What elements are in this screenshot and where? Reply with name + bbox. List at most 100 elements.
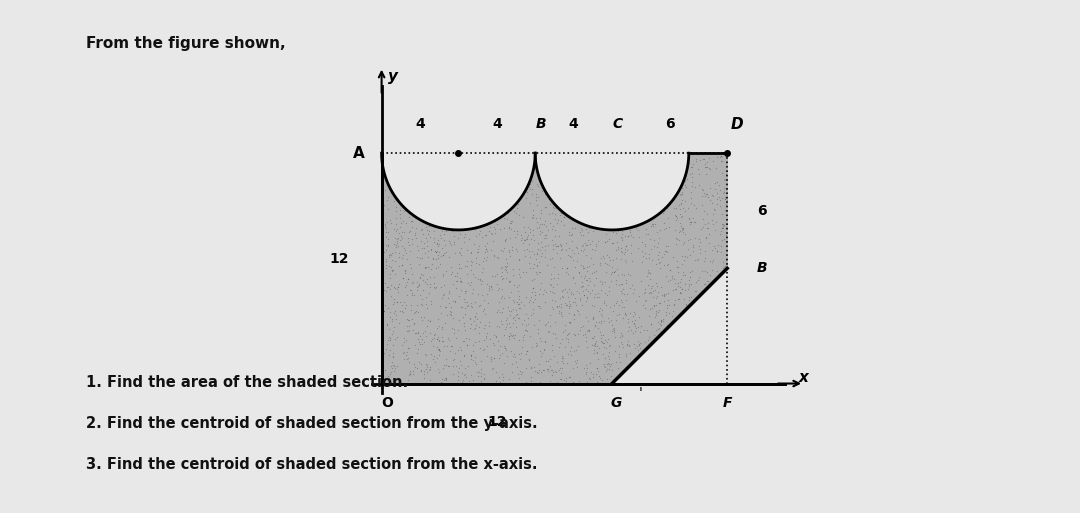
Point <box>394 273 411 282</box>
Point <box>613 289 631 297</box>
Point <box>515 239 532 247</box>
Point <box>532 251 550 260</box>
Point <box>431 351 448 359</box>
Point <box>504 352 522 360</box>
Point <box>522 311 539 319</box>
Point <box>508 309 525 318</box>
Point <box>575 330 592 339</box>
Point <box>696 207 713 215</box>
Point <box>611 332 629 341</box>
Point <box>515 315 532 324</box>
Point <box>640 332 658 341</box>
Point <box>405 308 422 317</box>
Point <box>375 248 392 256</box>
Point <box>523 343 540 351</box>
Point <box>383 315 401 323</box>
Point <box>546 318 564 326</box>
Point <box>689 255 706 263</box>
Point <box>680 159 698 167</box>
Point <box>611 226 629 234</box>
Point <box>569 342 586 350</box>
Point <box>451 274 469 282</box>
Point <box>442 239 459 247</box>
Point <box>565 310 582 319</box>
Point <box>592 331 609 340</box>
Point <box>669 268 686 276</box>
Point <box>561 285 578 293</box>
Point <box>694 155 712 163</box>
Point <box>447 349 464 357</box>
Point <box>512 370 529 379</box>
Point <box>422 265 440 273</box>
Point <box>497 265 514 273</box>
Point <box>575 287 592 295</box>
Point <box>699 224 716 232</box>
Point <box>432 252 449 260</box>
Point <box>714 220 731 228</box>
Point <box>627 297 645 305</box>
Point <box>379 193 396 202</box>
Point <box>376 286 393 294</box>
Point <box>650 299 667 307</box>
Point <box>391 223 408 231</box>
Point <box>694 215 712 223</box>
Point <box>383 266 401 274</box>
Point <box>441 287 458 295</box>
Point <box>455 352 472 361</box>
Point <box>647 309 664 318</box>
Point <box>683 199 700 207</box>
Point <box>537 189 554 198</box>
Point <box>403 291 420 299</box>
Point <box>374 344 391 352</box>
Point <box>388 298 405 306</box>
Point <box>563 230 580 238</box>
Point <box>590 293 607 301</box>
Point <box>498 214 515 223</box>
Point <box>485 354 502 363</box>
Point <box>500 375 517 383</box>
Point <box>528 262 545 270</box>
Point <box>543 346 561 354</box>
Point <box>388 243 405 251</box>
Point <box>566 346 583 354</box>
Point <box>543 341 561 349</box>
Point <box>566 310 583 318</box>
Point <box>607 358 624 366</box>
Point <box>483 357 500 365</box>
Point <box>676 280 693 288</box>
Point <box>395 355 413 363</box>
Point <box>383 361 401 369</box>
Point <box>510 370 527 379</box>
Point <box>617 245 634 253</box>
Point <box>436 249 454 257</box>
Point <box>602 270 619 279</box>
Point <box>374 209 391 218</box>
Point <box>413 360 430 368</box>
Point <box>462 266 480 274</box>
Point <box>532 209 550 218</box>
Point <box>678 300 696 308</box>
Point <box>595 339 612 347</box>
Point <box>578 337 595 345</box>
Point <box>652 317 670 325</box>
Point <box>708 267 726 275</box>
Point <box>492 370 510 378</box>
Point <box>544 329 562 338</box>
Point <box>415 338 432 346</box>
Point <box>618 279 635 287</box>
Point <box>630 292 647 300</box>
Point <box>418 280 435 288</box>
Point <box>661 309 678 317</box>
Point <box>534 243 551 251</box>
Point <box>650 324 667 332</box>
Point <box>567 359 584 367</box>
Point <box>611 358 629 366</box>
Point <box>531 220 549 228</box>
Point <box>446 298 463 306</box>
Point <box>442 308 459 316</box>
Point <box>400 274 417 283</box>
Point <box>618 352 635 361</box>
Point <box>438 342 456 350</box>
Point <box>517 235 535 244</box>
Point <box>561 227 578 235</box>
